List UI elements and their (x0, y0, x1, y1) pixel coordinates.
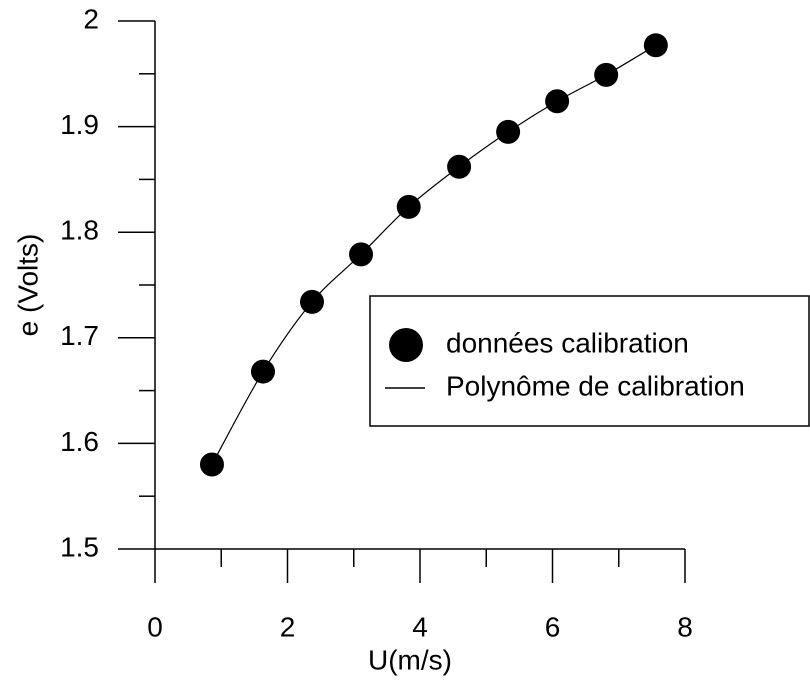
y-tick-label: 1.6 (60, 426, 99, 457)
data-point (594, 62, 619, 87)
y-tick-label: 1.8 (60, 215, 99, 246)
y-tick-label: 1.9 (60, 109, 99, 140)
data-point (349, 242, 374, 267)
legend-label: données calibration (446, 327, 689, 358)
x-tick-label: 4 (412, 611, 428, 642)
y-axis-title: e (Volts) (12, 234, 43, 337)
data-point (300, 289, 325, 314)
data-point (396, 194, 421, 219)
legend-marker (389, 328, 423, 362)
y-tick-label: 1.5 (60, 531, 99, 562)
legend-label: Polynôme de calibration (446, 370, 745, 401)
data-point (496, 119, 521, 144)
legend-box (369, 295, 810, 427)
data-point (643, 33, 668, 58)
x-tick-label: 0 (147, 611, 163, 642)
data-point (250, 359, 275, 384)
x-tick-label: 6 (545, 611, 561, 642)
data-point (447, 154, 472, 179)
data-point (545, 89, 570, 114)
y-tick-label: 1.7 (60, 320, 99, 351)
data-point (199, 452, 224, 477)
x-tick-label: 2 (280, 611, 296, 642)
x-axis-title: U(m/s) (368, 644, 452, 675)
x-tick-label: 8 (677, 611, 693, 642)
y-tick-label: 2 (83, 3, 99, 34)
